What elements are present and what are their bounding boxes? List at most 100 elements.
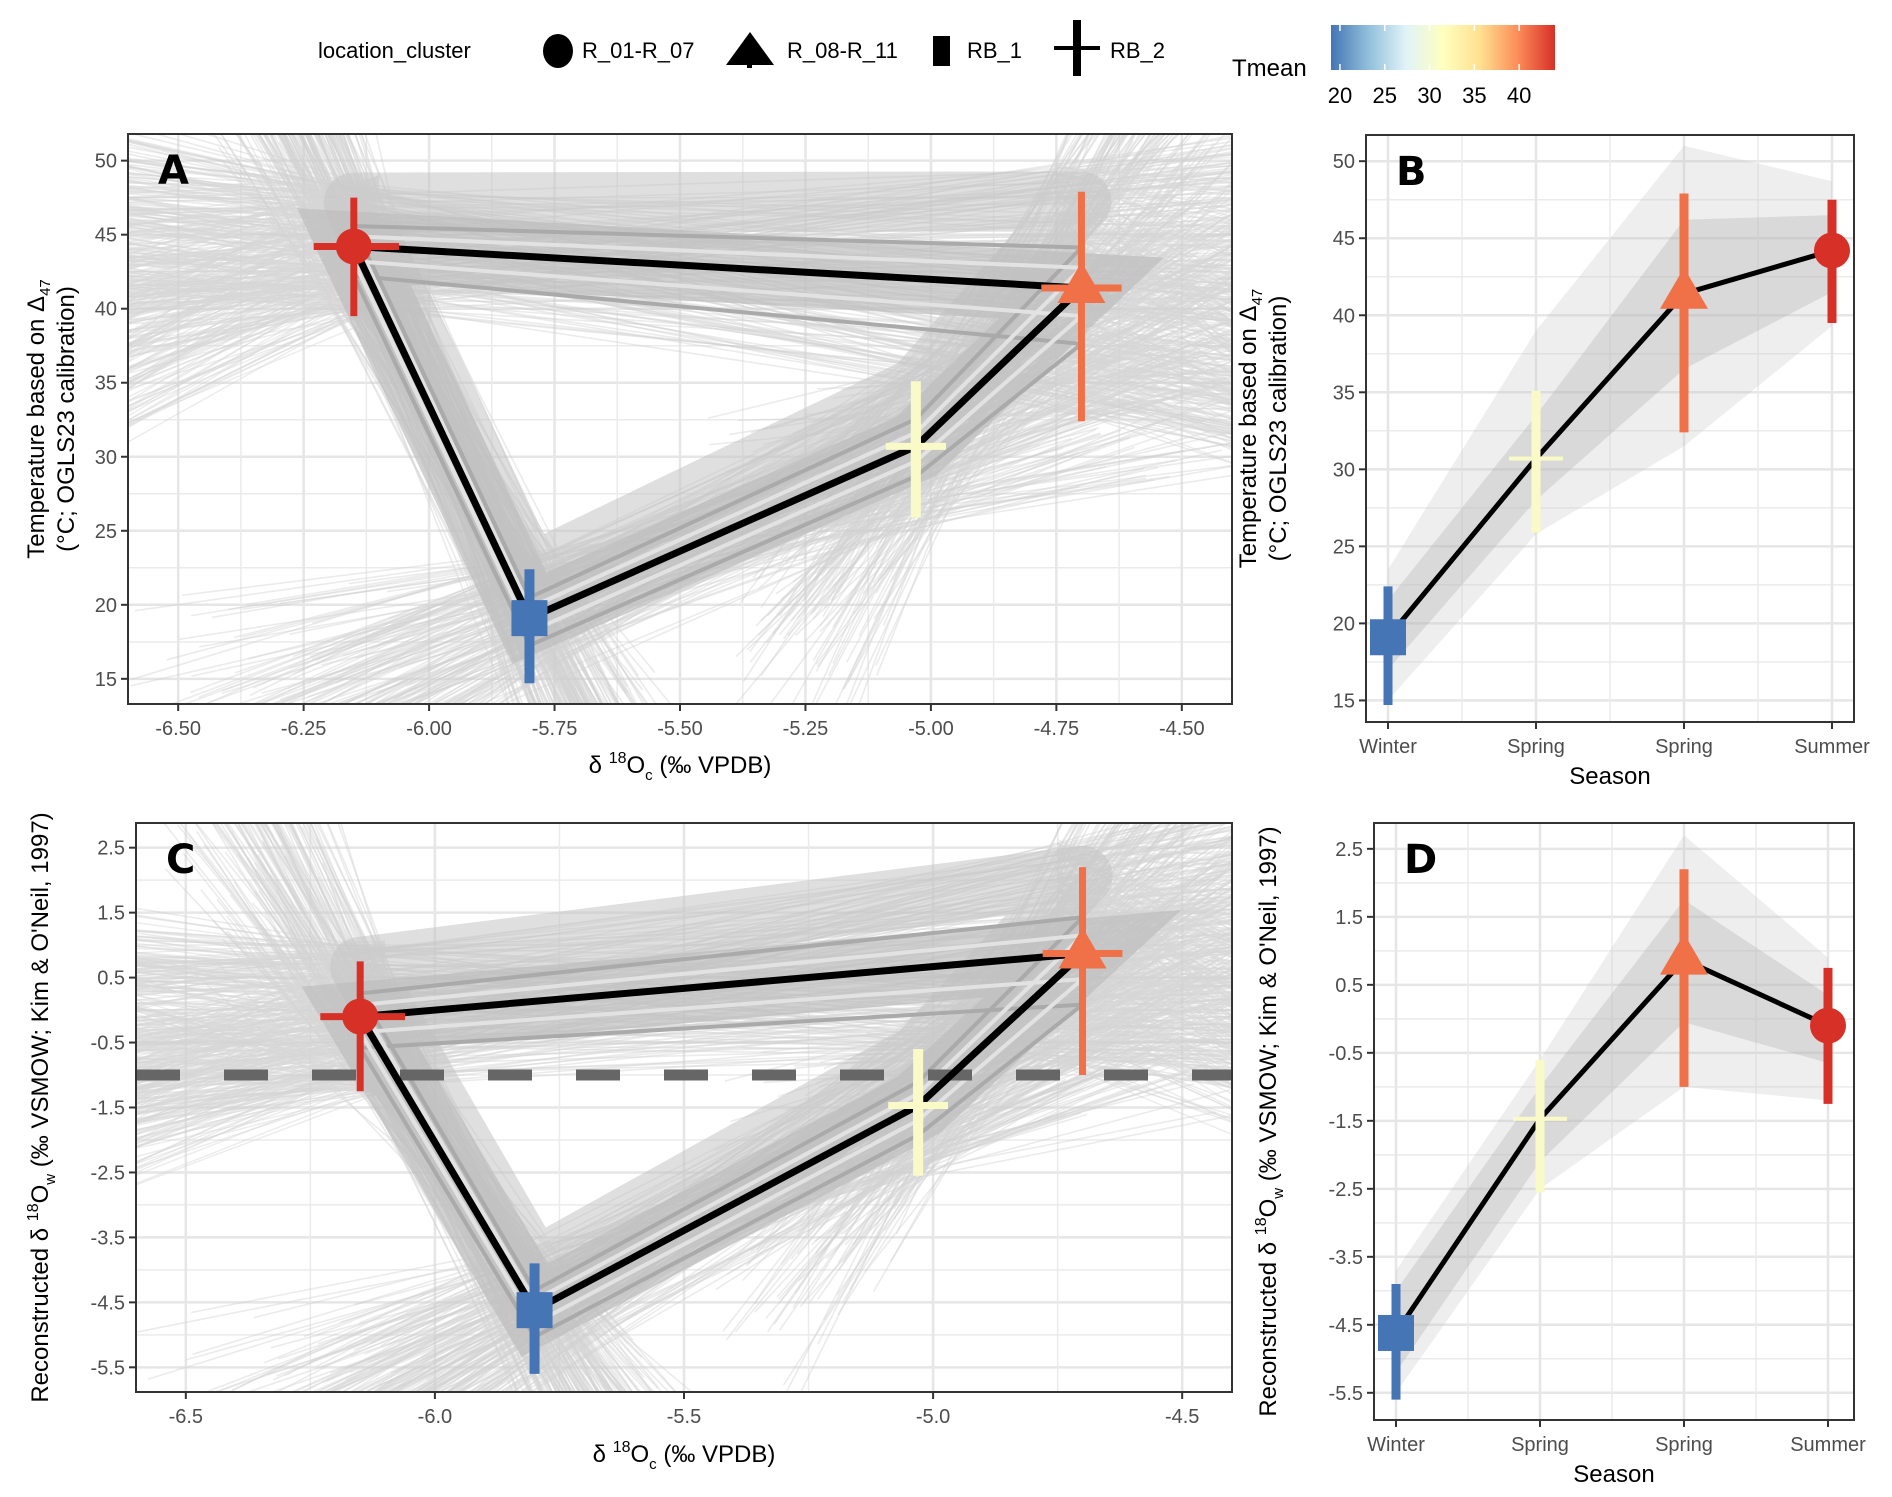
y-tick-label: 2.5 <box>1335 839 1363 861</box>
simulation-line <box>128 292 379 303</box>
cross-marker-h <box>1513 1116 1567 1121</box>
data-point-rb_1 <box>511 569 548 684</box>
simulation-line <box>128 291 380 369</box>
simulation-line <box>136 962 1232 1074</box>
x-tick-label: Summer <box>1794 736 1870 758</box>
simulation-line <box>1057 955 1232 1067</box>
simulation-line <box>128 242 1232 378</box>
data-point-spring <box>1660 193 1708 433</box>
simulation-line <box>1056 357 1232 407</box>
panel-d: -5.5 -4.5 -3.5 -2.5 -1.5 -0.5 0.5 1.5 2.5 Winter S… <box>1253 822 1866 1488</box>
simulation-line <box>1056 364 1232 429</box>
simulation-line <box>866 292 1151 594</box>
simulation-line <box>1057 950 1232 1068</box>
simulation-line <box>136 1009 1232 1065</box>
simulation-line <box>128 273 380 421</box>
simulation-line <box>128 165 1232 443</box>
simulation-line <box>1056 380 1232 385</box>
simulation-line <box>136 1061 386 1065</box>
simulation-line <box>1056 356 1232 401</box>
simulation-line <box>128 286 380 411</box>
simulation-line <box>450 384 1098 704</box>
x-tick-label: Spring <box>1655 736 1713 758</box>
simulation-line <box>1057 938 1232 1027</box>
simulation-line <box>321 474 1146 666</box>
simulation-line <box>1056 368 1232 439</box>
simulation-line <box>268 134 521 704</box>
simulation-line <box>136 1039 1232 1073</box>
simulation-line <box>1056 390 1232 418</box>
simulation-line <box>1056 350 1232 404</box>
x-tick-label: -6.0 <box>418 1406 452 1428</box>
simulation-line <box>1057 971 1232 1013</box>
simulation-line <box>1057 1060 1232 1123</box>
simulation-line <box>136 1088 386 1123</box>
simulation-line <box>1055 277 1232 402</box>
simulation-line <box>136 1017 1232 1106</box>
simulation-line <box>1057 1047 1232 1075</box>
simulation-line <box>1056 379 1232 419</box>
simulation-line <box>136 1037 386 1093</box>
x-tick-label: Spring <box>1507 736 1565 758</box>
simulation-line <box>136 990 1232 1092</box>
simulation-line <box>136 1091 386 1150</box>
simulation-line <box>498 1039 1118 1392</box>
simulation-line <box>1056 381 1232 413</box>
simulation-line <box>529 977 1144 1392</box>
simulation-line <box>1056 401 1232 435</box>
simulation-line <box>136 1028 1232 1044</box>
y-tick-label: 25 <box>95 521 117 543</box>
simulation-line <box>1056 378 1232 396</box>
simulation-line <box>1055 298 1232 415</box>
simulation-line <box>136 1085 386 1144</box>
simulation-line <box>382 437 1131 704</box>
simulation-line <box>128 282 1232 399</box>
data-point-r_01-r_07 <box>320 961 406 1092</box>
circle-marker <box>1810 1007 1846 1044</box>
simulation-line <box>457 1069 1118 1392</box>
simulation-line <box>1056 340 1232 372</box>
simulation-line <box>442 428 1097 704</box>
legend-label-square: RB_1 <box>967 38 1022 63</box>
simulation-line <box>128 221 1232 442</box>
simulation-line <box>1056 397 1232 464</box>
x-tick-label: -5.00 <box>908 718 954 740</box>
simulation-line <box>136 1084 386 1131</box>
simulation-line <box>1057 987 1232 1010</box>
data-point-summer <box>1814 199 1850 323</box>
simulation-line <box>136 998 1232 1053</box>
simulation-line <box>136 1058 386 1065</box>
simulation-line <box>136 1055 386 1109</box>
simulation-line <box>136 1085 386 1139</box>
simulation-line <box>136 1015 386 1075</box>
simulation-line <box>794 227 1232 636</box>
simulation-line <box>128 196 1232 433</box>
simulation-line <box>128 217 1232 447</box>
y-tick-label: 50 <box>95 151 117 173</box>
simulation-line <box>136 1052 386 1110</box>
simulation-line <box>128 275 1232 406</box>
circle-marker <box>342 998 379 1035</box>
simulation-line <box>136 1057 386 1125</box>
simulation-line <box>1056 333 1232 367</box>
colorbar-tick-label: 40 <box>1507 83 1531 108</box>
mean-line <box>1393 957 1830 1335</box>
simulation-line <box>478 398 1216 704</box>
simulation-line <box>1057 996 1232 1027</box>
simulation-line <box>136 1079 386 1086</box>
simulation-line <box>816 143 1215 668</box>
simulation-line <box>128 287 379 316</box>
panel-label: A <box>158 148 189 194</box>
simulation-line <box>1056 370 1232 383</box>
data-point-r_01-r_07 <box>313 197 399 317</box>
simulation-line <box>1057 1015 1232 1034</box>
y-tick-label: -2.5 <box>1329 1179 1363 1201</box>
x-tick-label: -4.50 <box>1159 718 1205 740</box>
simulation-line <box>1056 329 1232 351</box>
simulation-line <box>128 296 380 426</box>
simulation-line <box>1056 274 1232 351</box>
x-tick-label: -5.5 <box>667 1406 701 1428</box>
simulation-line <box>128 273 380 398</box>
simulation-line <box>481 999 1232 1392</box>
